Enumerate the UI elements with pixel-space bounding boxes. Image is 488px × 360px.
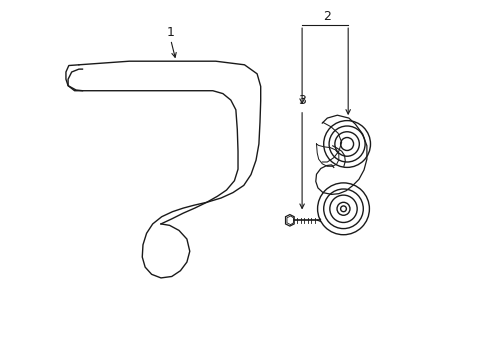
Text: 3: 3: [298, 94, 305, 107]
Text: 1: 1: [166, 26, 174, 39]
Text: 2: 2: [323, 10, 330, 23]
